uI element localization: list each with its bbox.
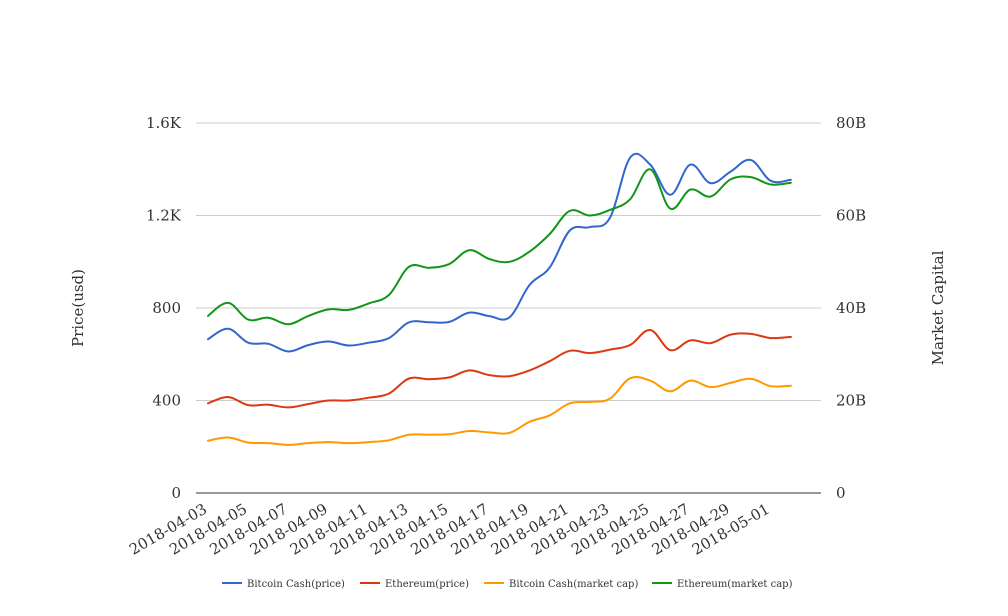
- left-y-tick-label: 400: [152, 392, 181, 410]
- legend-label: Bitcoin Cash(market cap): [509, 579, 638, 590]
- left-y-tick-label: 800: [152, 299, 181, 317]
- left-y-tick-label: 0: [171, 484, 181, 502]
- right-y-axis-ticks: 0 20B 40B 60B 80B: [836, 114, 866, 502]
- right-y-tick-label: 0: [836, 484, 846, 502]
- right-y-axis-title: Market Capital: [929, 250, 947, 365]
- series-lines: [207, 152, 792, 446]
- left-y-tick-label: 1.6K: [146, 114, 182, 132]
- series-line-ethereum-price: [207, 329, 792, 409]
- left-y-tick-label: 1.2K: [146, 207, 182, 225]
- legend: Bitcoin Cash(price) Ethereum(price) Bitcoi…: [222, 579, 793, 590]
- left-y-axis-ticks: 0 400 800 1.2K 1.6K: [146, 114, 182, 502]
- series-line-bitcoin-cash-price: [207, 152, 792, 353]
- gridlines: [196, 122, 821, 401]
- series-line-ethereum-market-cap: [207, 168, 792, 326]
- right-y-tick-label: 60B: [836, 207, 866, 225]
- series-line-bitcoin-cash-market-cap: [207, 375, 792, 446]
- right-y-tick-label: 80B: [836, 114, 866, 132]
- right-y-tick-label: 20B: [836, 392, 866, 410]
- right-y-tick-label: 40B: [836, 299, 866, 317]
- legend-label: Ethereum(market cap): [677, 579, 793, 590]
- legend-label: Bitcoin Cash(price): [247, 579, 345, 590]
- left-y-axis-title: Price(usd): [69, 269, 87, 347]
- x-axis-tick-labels: 2018-04-032018-04-052018-04-072018-04-09…: [126, 500, 773, 559]
- legend-label: Ethereum(price): [385, 579, 469, 590]
